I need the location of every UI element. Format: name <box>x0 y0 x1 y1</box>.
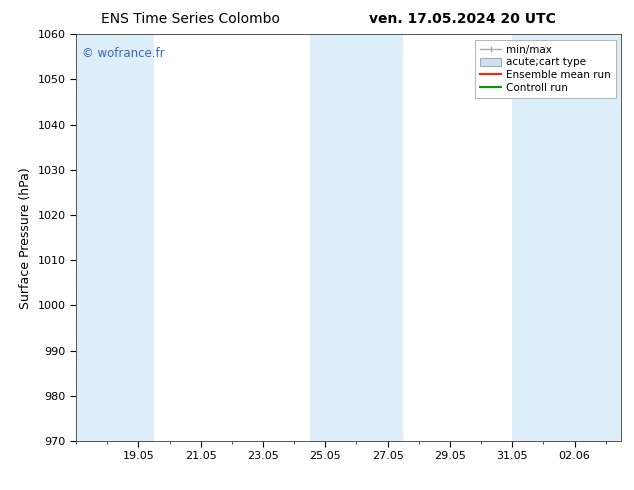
Text: ENS Time Series Colombo: ENS Time Series Colombo <box>101 12 280 26</box>
Y-axis label: Surface Pressure (hPa): Surface Pressure (hPa) <box>19 167 32 309</box>
Bar <box>76 34 154 441</box>
Text: © wofrance.fr: © wofrance.fr <box>82 47 164 59</box>
Bar <box>310 34 403 441</box>
Legend: min/max, acute;cart type, Ensemble mean run, Controll run: min/max, acute;cart type, Ensemble mean … <box>475 40 616 98</box>
Bar <box>512 34 621 441</box>
Text: ven. 17.05.2024 20 UTC: ven. 17.05.2024 20 UTC <box>370 12 556 26</box>
